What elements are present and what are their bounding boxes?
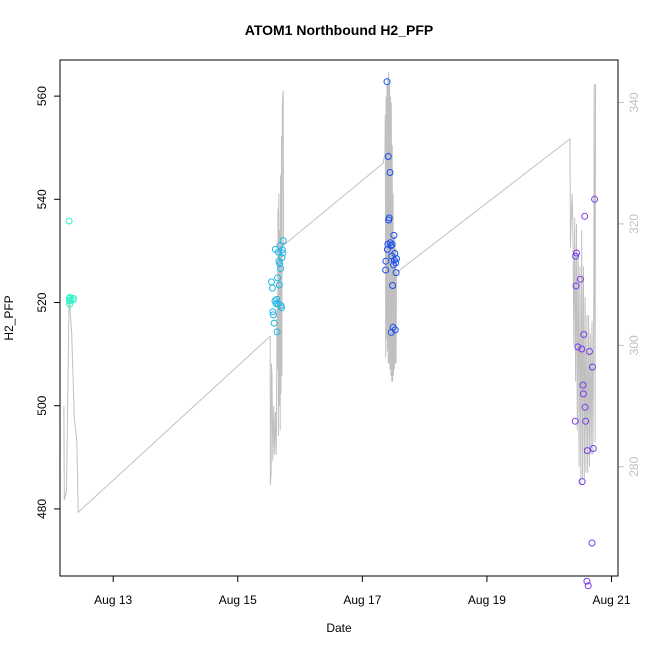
data-point-3-2: [572, 282, 580, 290]
data-point-3-0: [571, 417, 579, 425]
data-point-3-9: [579, 390, 587, 398]
data-point-1-22: [279, 249, 287, 257]
data-point-2-22: [392, 269, 400, 277]
data-point-2-13: [388, 241, 396, 249]
data-point-3-6: [578, 345, 586, 353]
x-tick-label-1: Aug 15: [219, 593, 257, 607]
y-right-tick-label-1: 300: [627, 335, 641, 355]
data-point-2-10: [387, 242, 395, 250]
x-axis-label: Date: [326, 621, 352, 635]
scatter-points: [65, 78, 599, 590]
data-point-3-20: [589, 445, 597, 452]
data-point-3-7: [578, 478, 586, 486]
y-tick-label-4: 560: [35, 86, 49, 106]
data-point-3-12: [581, 403, 589, 411]
data-point-1-4: [270, 319, 278, 327]
line-series: [63, 72, 596, 514]
data-point-2-5: [384, 153, 392, 160]
y-tick-label-1: 500: [35, 395, 49, 415]
data-point-3-19: [589, 363, 596, 371]
data-point-1-17: [277, 265, 285, 272]
y-tick-label-0: 480: [35, 499, 49, 519]
data-point-2-2: [383, 78, 391, 86]
data-point-0-0: [65, 217, 73, 225]
plot-frame: [59, 59, 619, 577]
data-point-0-7: [69, 294, 77, 302]
x-tick-label-4: Aug 21: [592, 593, 630, 607]
data-point-2-0: [382, 266, 390, 274]
data-point-2-7: [385, 214, 393, 222]
data-point-2-8: [386, 169, 394, 176]
data-point-2-3: [383, 245, 391, 253]
data-point-1-10: [274, 274, 282, 282]
y-right-tick-label-0: 280: [627, 456, 641, 476]
data-point-2-14: [389, 282, 397, 289]
data-point-1-23: [279, 237, 287, 245]
y-tick-label-3: 540: [35, 189, 49, 209]
data-point-0-3: [66, 300, 74, 308]
data-point-2-17: [390, 231, 398, 239]
data-point-3-13: [582, 417, 590, 425]
data-point-1-15: [276, 260, 284, 268]
data-point-1-12: [274, 248, 282, 256]
y-tick-label-2: 520: [35, 292, 49, 312]
data-point-1-19: [278, 304, 285, 312]
data-point-3-10: [580, 331, 588, 338]
series-line: [63, 72, 596, 514]
data-point-3-4: [574, 343, 582, 351]
y-right-tick-label-3: 340: [627, 92, 641, 112]
data-point-3-11: [581, 212, 589, 220]
data-point-3-16: [584, 582, 592, 590]
data-point-1-2: [269, 308, 277, 316]
data-point-3-17: [586, 348, 593, 355]
data-point-1-16: [276, 242, 284, 250]
data-point-2-16: [390, 261, 397, 269]
data-point-2-1: [382, 257, 390, 265]
data-point-3-5: [576, 275, 584, 283]
data-point-2-20: [391, 326, 399, 334]
data-point-3-3: [573, 249, 580, 257]
data-point-1-20: [278, 254, 286, 262]
data-point-1-9: [273, 328, 281, 336]
data-point-3-15: [583, 447, 591, 455]
axes: Aug 13 Aug 15 Aug 17 Aug 19 Aug 21 480 500 520 5…: [35, 86, 641, 607]
data-point-1-8: [273, 295, 281, 303]
x-tick-label-0: Aug 13: [94, 593, 132, 607]
data-point-3-14: [583, 577, 591, 585]
y-right-tick-label-2: 320: [627, 214, 641, 234]
data-point-1-14: [275, 281, 283, 289]
data-point-2-9: [386, 239, 394, 247]
data-point-1-3: [269, 311, 277, 319]
data-point-1-1: [268, 284, 276, 292]
data-point-3-8: [579, 381, 587, 389]
data-point-3-18: [588, 539, 596, 547]
data-point-3-1: [572, 252, 580, 260]
data-point-1-21: [278, 246, 286, 254]
chart-title: ATOM1 Northbound H2_PFP: [245, 22, 433, 38]
data-point-3-21: [591, 195, 599, 203]
data-point-2-21: [392, 259, 400, 267]
data-point-2-23: [393, 255, 400, 263]
y-axis-label: H2_PFP: [2, 295, 16, 340]
x-tick-label-2: Aug 17: [343, 593, 381, 607]
x-tick-label-3: Aug 19: [468, 593, 506, 607]
